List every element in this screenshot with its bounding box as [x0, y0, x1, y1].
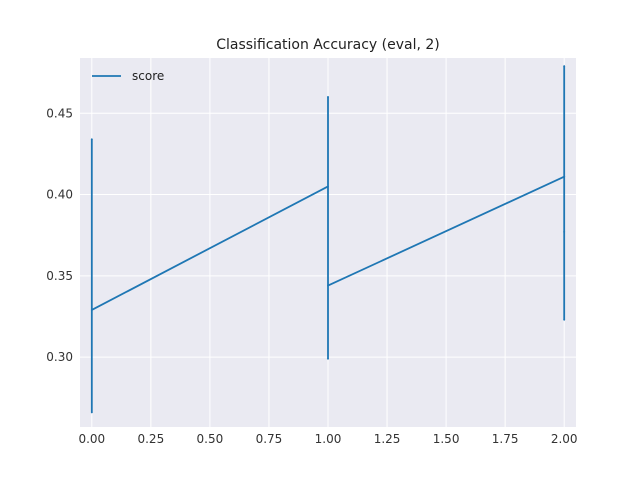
data-point [327, 357, 329, 360]
axes: 0.00 0.25 0.50 0.75 1.00 1.25 1.50 1.75 2.00 0.30… [46, 106, 577, 446]
data-point [563, 231, 566, 233]
data-point [563, 318, 566, 321]
data-point [327, 185, 329, 188]
chart-title: Classification Accuracy (eval, 2) [216, 37, 440, 53]
series-line-score [90, 65, 566, 414]
x-tick-label: 2.00 [551, 432, 578, 446]
legend: score [92, 69, 164, 83]
x-tick-label: 1.50 [433, 432, 460, 446]
y-tick-label: 0.45 [46, 106, 73, 120]
x-tick-label: 0.25 [137, 432, 164, 446]
x-tick-label: 1.25 [374, 432, 401, 446]
y-tick-label: 0.35 [46, 269, 73, 283]
data-point [90, 411, 93, 414]
data-point [327, 96, 329, 98]
series-layer [90, 65, 566, 414]
data-point [563, 65, 566, 68]
y-tick-label: 0.30 [46, 350, 73, 364]
x-tick-label: 1.00 [315, 432, 342, 446]
y-tick-label: 0.40 [46, 188, 73, 202]
data-point [90, 138, 93, 141]
data-point [90, 309, 93, 311]
data-point [327, 284, 329, 287]
legend-label: score [132, 69, 164, 83]
data-point [563, 175, 566, 178]
x-tick-label: 0.75 [256, 432, 283, 446]
x-tick-label: 0.50 [197, 432, 224, 446]
x-tick-label: 1.75 [492, 432, 519, 446]
x-tick-label: 0.00 [78, 432, 105, 446]
